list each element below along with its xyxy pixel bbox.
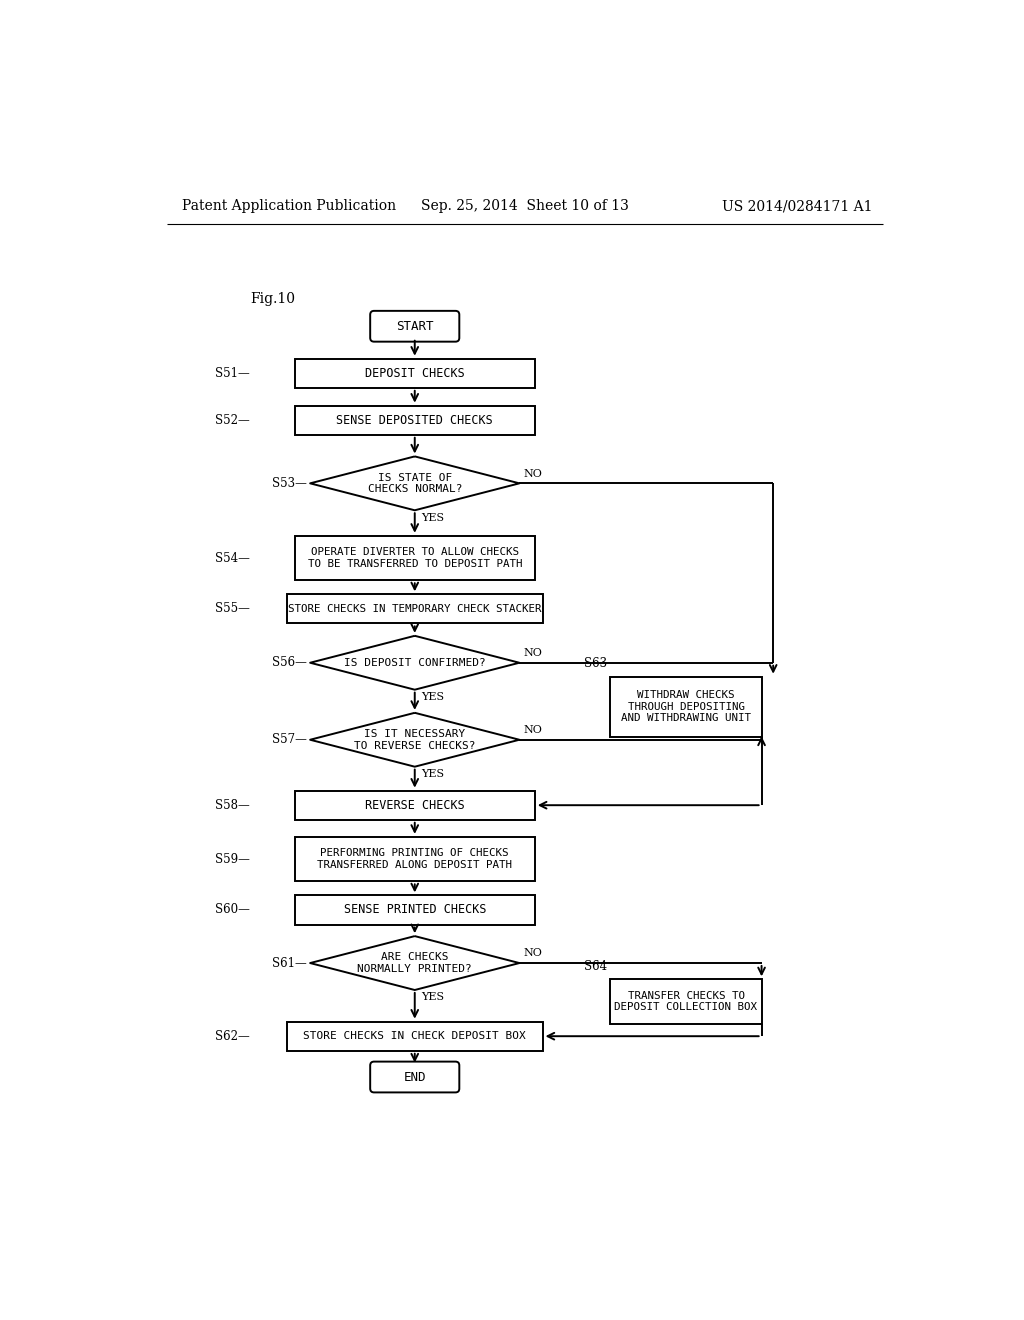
Text: S60—: S60— <box>215 903 250 916</box>
Text: S62—: S62— <box>215 1030 250 1043</box>
Text: S56—: S56— <box>272 656 307 669</box>
Text: S57—: S57— <box>272 733 307 746</box>
Bar <box>610 677 762 737</box>
Text: S54—: S54— <box>215 552 250 565</box>
Bar <box>295 359 535 388</box>
Text: IS IT NECESSARY
TO REVERSE CHECKS?: IS IT NECESSARY TO REVERSE CHECKS? <box>354 729 475 751</box>
Text: S55—: S55— <box>215 602 250 615</box>
Text: IS DEPOSIT CONFIRMED?: IS DEPOSIT CONFIRMED? <box>344 657 485 668</box>
Text: START: START <box>396 319 433 333</box>
FancyBboxPatch shape <box>371 312 460 342</box>
Text: DEPOSIT CHECKS: DEPOSIT CHECKS <box>365 367 465 380</box>
Bar <box>295 536 535 581</box>
Text: NO: NO <box>523 648 542 659</box>
Text: WITHDRAW CHECKS
THROUGH DEPOSITING
AND WITHDRAWING UNIT: WITHDRAW CHECKS THROUGH DEPOSITING AND W… <box>621 690 751 723</box>
Text: YES: YES <box>421 993 444 1002</box>
Bar <box>295 837 535 882</box>
Text: NO: NO <box>523 725 542 735</box>
Text: NO: NO <box>523 949 542 958</box>
Text: Patent Application Publication: Patent Application Publication <box>182 199 396 213</box>
Text: US 2014/0284171 A1: US 2014/0284171 A1 <box>722 199 872 213</box>
Text: REVERSE CHECKS: REVERSE CHECKS <box>365 799 465 812</box>
Text: S59—: S59— <box>215 853 250 866</box>
Text: OPERATE DIVERTER TO ALLOW CHECKS
TO BE TRANSFERRED TO DEPOSIT PATH: OPERATE DIVERTER TO ALLOW CHECKS TO BE T… <box>307 548 522 569</box>
Bar <box>295 791 535 820</box>
Text: Fig.10: Fig.10 <box>251 292 296 306</box>
Text: S51—: S51— <box>215 367 250 380</box>
Text: S53—: S53— <box>272 477 307 490</box>
FancyBboxPatch shape <box>371 1061 460 1093</box>
Text: SENSE DEPOSITED CHECKS: SENSE DEPOSITED CHECKS <box>336 413 494 426</box>
Text: Sep. 25, 2014  Sheet 10 of 13: Sep. 25, 2014 Sheet 10 of 13 <box>421 199 629 213</box>
Text: S58—: S58— <box>215 799 250 812</box>
Bar <box>610 979 762 1024</box>
Text: S63: S63 <box>585 657 607 671</box>
Text: S52—: S52— <box>215 413 250 426</box>
Text: YES: YES <box>421 692 444 702</box>
Bar <box>287 594 543 623</box>
Bar <box>287 1022 543 1051</box>
Text: STORE CHECKS IN TEMPORARY CHECK STACKER: STORE CHECKS IN TEMPORARY CHECK STACKER <box>288 603 542 614</box>
Text: PERFORMING PRINTING OF CHECKS
TRANSFERRED ALONG DEPOSIT PATH: PERFORMING PRINTING OF CHECKS TRANSFERRE… <box>317 849 512 870</box>
Text: IS STATE OF
CHECKS NORMAL?: IS STATE OF CHECKS NORMAL? <box>368 473 462 494</box>
Bar <box>295 895 535 924</box>
Text: TRANSFER CHECKS TO
DEPOSIT COLLECTION BOX: TRANSFER CHECKS TO DEPOSIT COLLECTION BO… <box>614 991 758 1012</box>
Text: NO: NO <box>523 469 542 479</box>
Text: SENSE PRINTED CHECKS: SENSE PRINTED CHECKS <box>343 903 486 916</box>
Text: END: END <box>403 1071 426 1084</box>
Bar <box>295 405 535 434</box>
Text: ARE CHECKS
NORMALLY PRINTED?: ARE CHECKS NORMALLY PRINTED? <box>357 952 472 974</box>
Text: S64: S64 <box>585 960 607 973</box>
Text: S61—: S61— <box>272 957 307 970</box>
Text: STORE CHECKS IN CHECK DEPOSIT BOX: STORE CHECKS IN CHECK DEPOSIT BOX <box>303 1031 526 1041</box>
Text: YES: YES <box>421 770 444 779</box>
Text: YES: YES <box>421 512 444 523</box>
